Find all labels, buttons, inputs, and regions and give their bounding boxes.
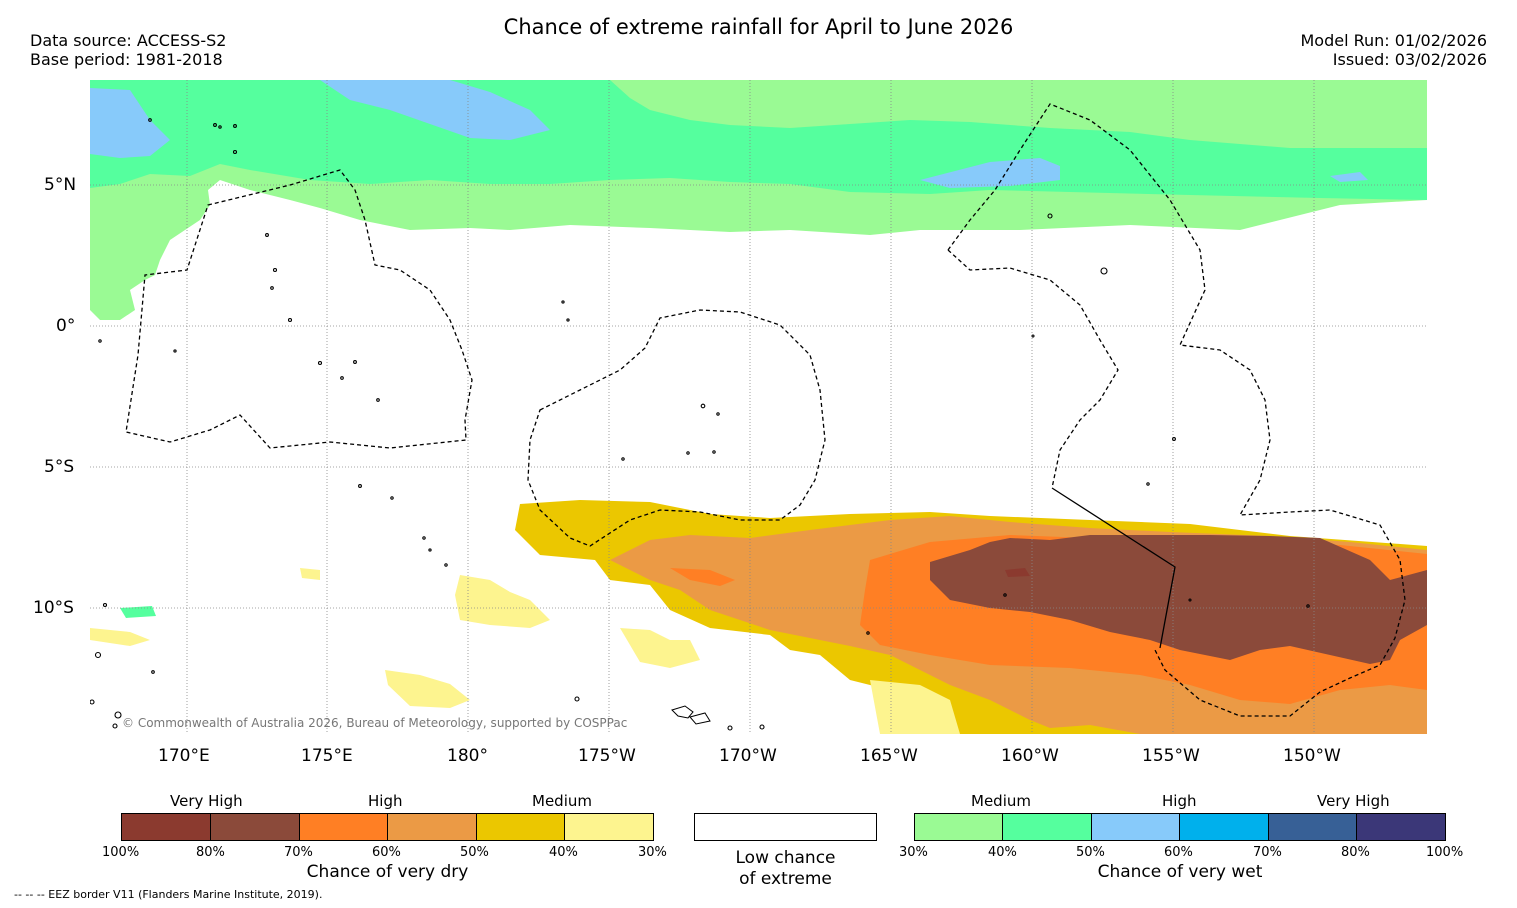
lon-label-160w: 160°W (1001, 746, 1059, 766)
dry-swatch-3 (299, 813, 389, 841)
lat-label-5n: 5°N (44, 175, 77, 195)
dry-tick: 50% (460, 845, 489, 860)
dry-header-medium: Medium (532, 792, 592, 810)
wet-tick: 80% (1341, 845, 1370, 860)
dry-very-high-zone (930, 535, 1427, 664)
dry-swatch-6 (564, 813, 654, 841)
copyright-notice: © Commonwealth of Australia 2026, Bureau… (122, 716, 628, 730)
lat-label-0: 0° (56, 316, 76, 336)
data-source: Data source: ACCESS-S2 (30, 31, 227, 50)
wet-tick: 60% (1164, 845, 1193, 860)
wet-swatch-2 (1002, 813, 1092, 841)
dry-swatch-4 (387, 813, 477, 841)
wet-swatch-6 (1356, 813, 1446, 841)
wet-tick: 100% (1426, 845, 1464, 860)
wet-tick: 70% (1253, 845, 1282, 860)
lon-label-175w: 175°W (578, 746, 636, 766)
wet-swatch-4 (1179, 813, 1269, 841)
lon-label-180: 180° (447, 746, 488, 766)
wet-header-very-high: Very High (1317, 792, 1390, 810)
dry-swatch-1 (121, 813, 211, 841)
wet-very-high-zone (90, 80, 1368, 188)
dry-tick: 40% (549, 845, 578, 860)
dry-very-high-spot (1005, 568, 1030, 577)
map-title: Chance of extreme rainfall for April to … (503, 15, 1014, 39)
dry-swatch-2 (210, 813, 300, 841)
wet-header-medium: Medium (971, 792, 1031, 810)
dry-swatch-5 (476, 813, 566, 841)
lon-label-165w: 165°W (860, 746, 918, 766)
neutral-caption-line1: Low chance (735, 848, 836, 868)
wet-header-high: High (1162, 792, 1197, 810)
dry-header-high: High (368, 792, 403, 810)
model-run: Model Run: 01/02/2026 (1300, 31, 1488, 50)
dry-tick: 80% (196, 845, 225, 860)
map-canvas (90, 80, 1427, 734)
islands (90, 118, 1310, 731)
wet-tick: 30% (899, 845, 928, 860)
wet-tick: 50% (1076, 845, 1105, 860)
wet-patch-south (120, 606, 156, 618)
wet-caption: Chance of very wet (1097, 862, 1263, 882)
lon-label-150w: 150°W (1283, 746, 1341, 766)
dry-caption: Chance of very dry (306, 862, 469, 882)
dry-header-very-high: Very High (170, 792, 243, 810)
rainfall-map (90, 80, 1427, 734)
lon-label-170w: 170°W (719, 746, 777, 766)
graticule (90, 80, 1427, 734)
lat-label-10s: 10°S (33, 598, 74, 618)
lon-label-155w: 155°W (1142, 746, 1200, 766)
wet-swatch-3 (1091, 813, 1181, 841)
samoa-islands (671, 705, 711, 725)
neutral-swatch (694, 813, 877, 841)
dry-tick: 30% (638, 845, 667, 860)
base-period: Base period: 1981-2018 (30, 50, 223, 69)
dry-tick: 100% (102, 845, 140, 860)
lat-label-5s: 5°S (44, 457, 75, 477)
dry-tick: 60% (372, 845, 401, 860)
issued-date: Issued: 03/02/2026 (1332, 50, 1487, 69)
neutral-caption-line2: of extreme (739, 869, 832, 889)
eez-borders (125, 103, 1406, 717)
border-line (1051, 487, 1176, 649)
dry-light-zone (90, 568, 960, 734)
eez-footnote: -- -- -- EEZ border V11 (Flanders Marine… (14, 888, 323, 901)
lon-label-175e: 175°E (301, 746, 353, 766)
wet-tick: 40% (988, 845, 1017, 860)
wet-swatch-5 (1268, 813, 1358, 841)
wet-swatch-1 (914, 813, 1004, 841)
lon-label-170e: 170°E (158, 746, 210, 766)
dry-tick: 70% (284, 845, 313, 860)
